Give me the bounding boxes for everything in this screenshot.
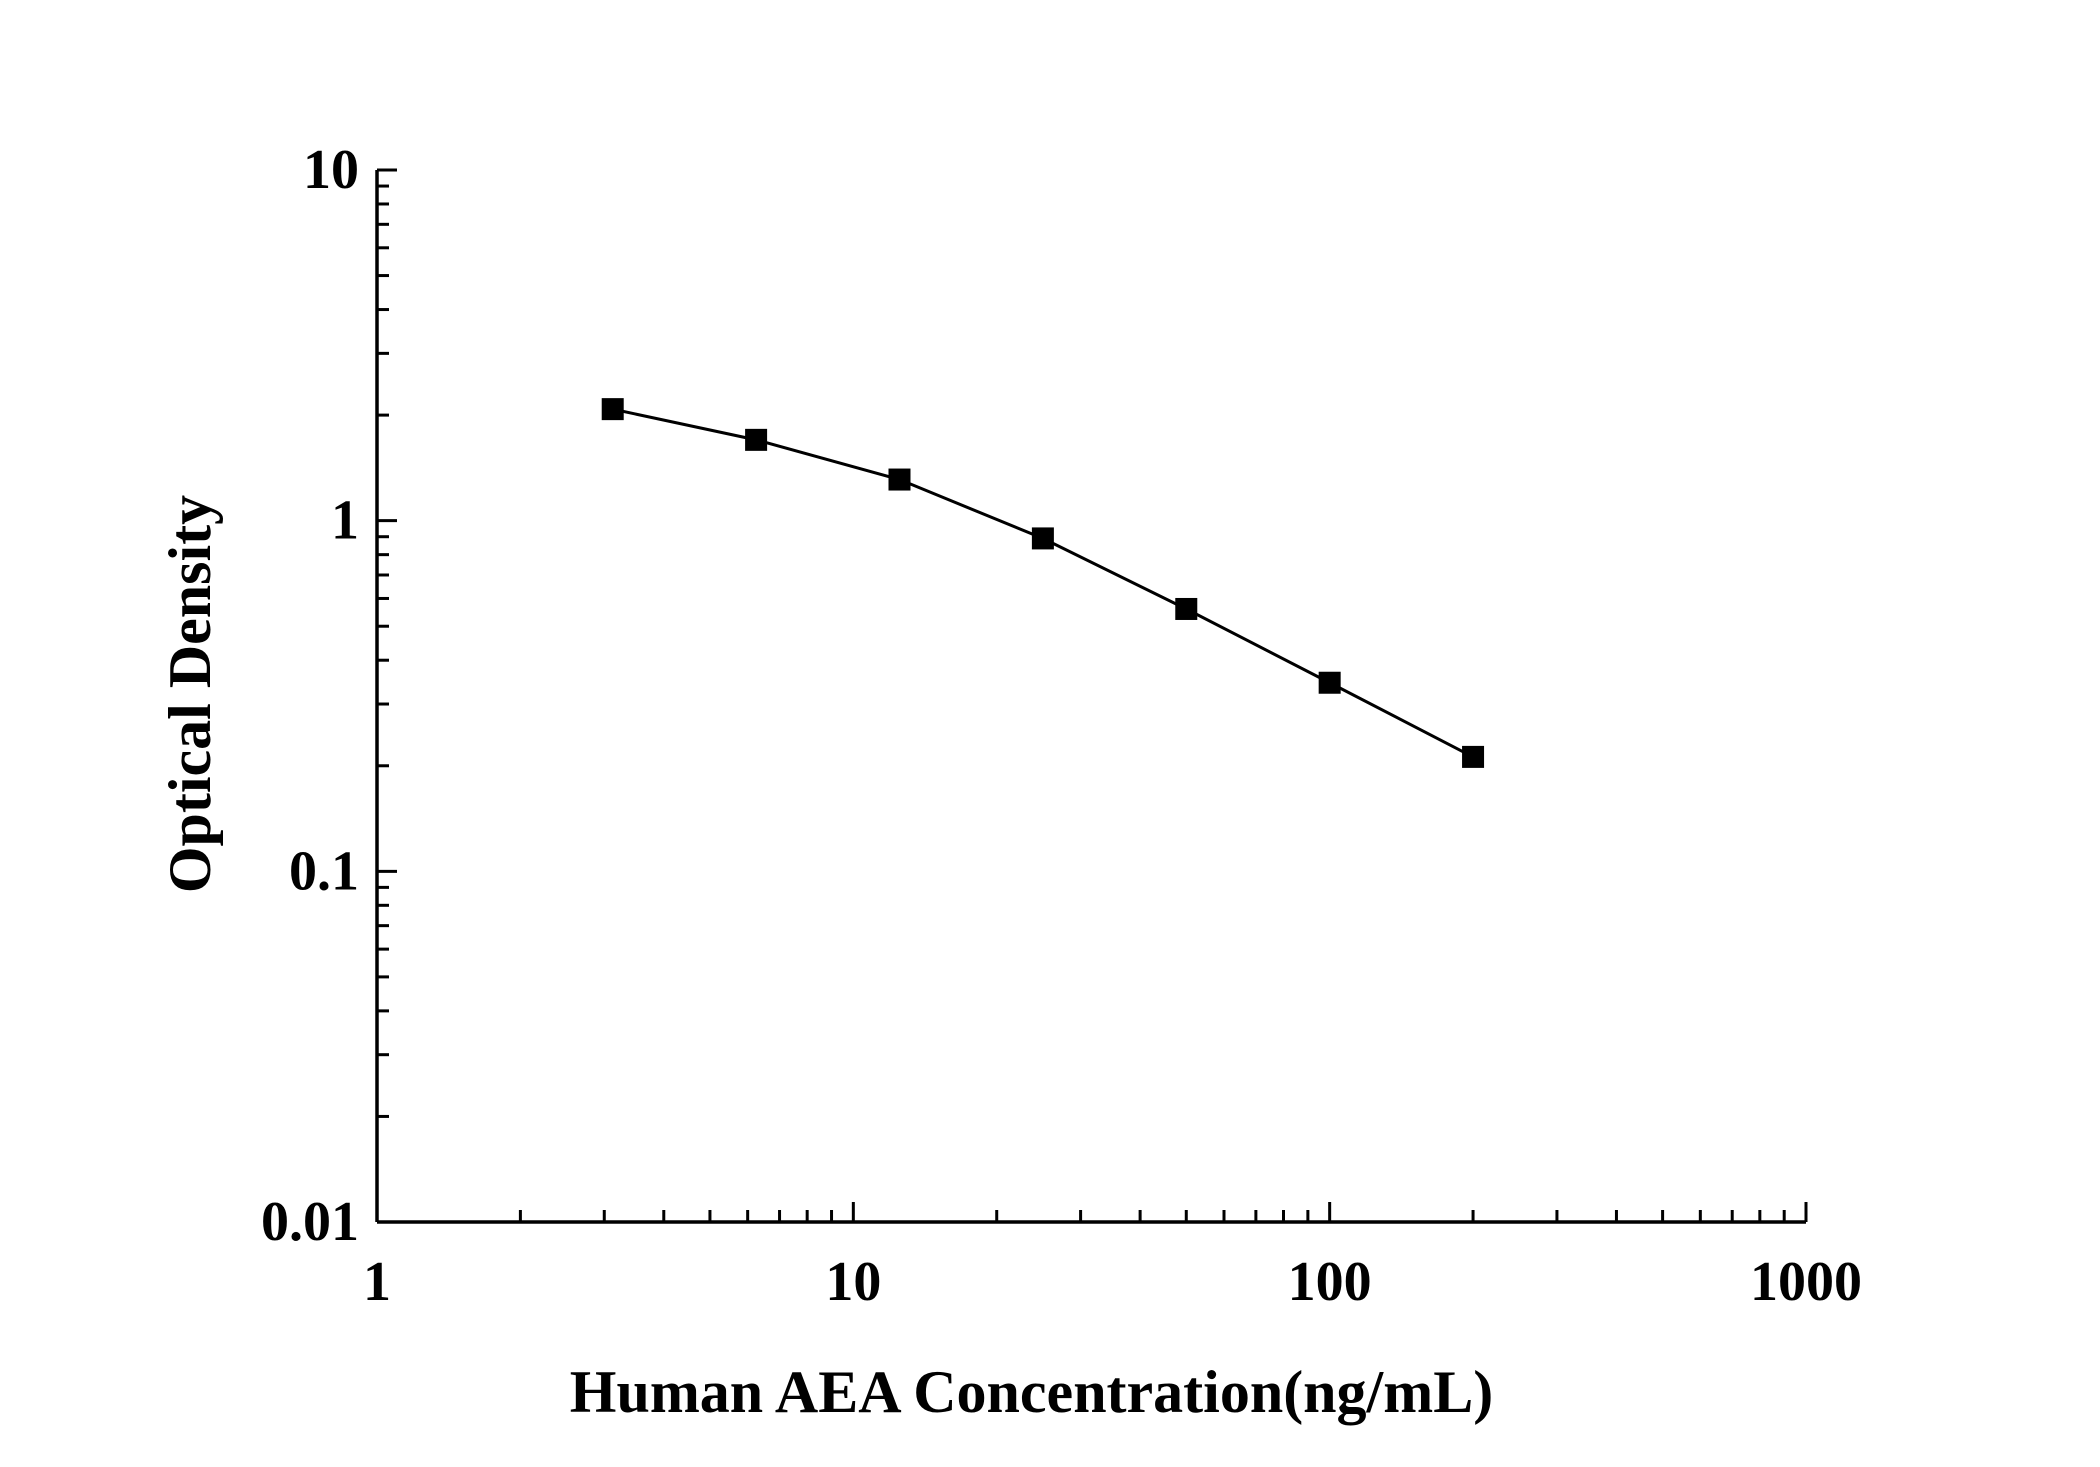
series-line <box>612 407 1474 759</box>
x-tick-label: 100 <box>1288 1251 1372 1313</box>
x-axis-title: Human AEA Concentration(ng/mL) <box>570 1359 1493 1425</box>
x-tick-label: 1 <box>363 1251 391 1313</box>
data-point-marker <box>1462 745 1485 768</box>
data-point-marker <box>1175 597 1198 620</box>
data-point-marker <box>888 468 911 491</box>
y-tick-label: 10 <box>303 139 359 201</box>
data-point-marker <box>601 398 624 421</box>
y-tick-label: 1 <box>331 490 359 552</box>
data-series <box>601 398 1485 768</box>
data-point-marker <box>1031 527 1054 550</box>
x-tick-label: 1000 <box>1750 1251 1862 1313</box>
y-axis-title: Optical Density <box>157 495 223 893</box>
x-tick-label: 10 <box>825 1251 881 1313</box>
data-point-marker <box>1318 671 1341 694</box>
axes <box>375 170 1806 1224</box>
y-tick-label: 0.1 <box>289 840 359 902</box>
y-axis-ticks: 0.01 0.1 1 10 <box>261 139 397 1253</box>
x-axis-ticks: 1 10 100 1000 <box>363 1202 1862 1313</box>
data-point-marker <box>745 428 768 451</box>
y-tick-label: 0.01 <box>261 1191 359 1253</box>
